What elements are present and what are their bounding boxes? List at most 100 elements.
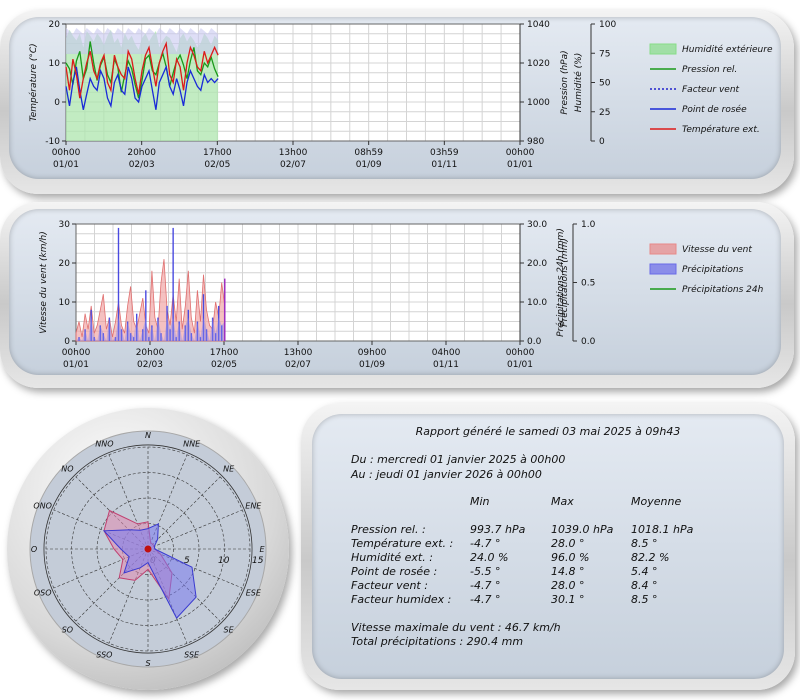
y-right1-tick-label: 20.0 [527,259,547,269]
legend-swatch [649,43,677,55]
x-tick-time: 03h59 [430,148,459,158]
legend-label: Facteur vent [682,85,740,95]
rose-direction-label: SSO [96,650,112,659]
row-min: -4.7 ° [470,593,501,606]
row-min: 993.7 hPa [470,523,526,536]
legend-label: Précipitations 24h [682,284,764,295]
rose-direction-label: OSO [34,589,52,598]
x-tick-date: 02/07 [280,160,306,170]
row-label: Humidité ext. : [351,551,433,564]
y-right1-axis-label: Pression (hPa) [560,50,570,114]
y-left-tick-label: 30 [59,220,71,230]
legend-label: Humidité extérieure [682,44,773,55]
x-tick-time: 08h59 [354,148,383,158]
legend-label: Précipitations [682,264,744,275]
y-left-tick-label: -10 [45,137,60,147]
y-right2-axis-label: Précipitations 24h (mm) [555,228,566,337]
y-right1-tick-label: 1040 [527,20,550,30]
row-min: -5.5 ° [470,565,501,578]
rose-direction-label: NE [223,464,235,473]
rose-direction-label: SO [62,626,73,635]
x-tick-time: 00h00 [506,348,535,358]
legend-label: Point de rosée [682,104,747,115]
x-tick-time: 20h00 [136,348,165,358]
rose-direction-label: N [145,431,151,440]
x-tick-date: 01/09 [356,160,382,170]
row-min: -4.7 ° [470,537,501,550]
report-title: Rapport généré le samedi 03 mai 2025 à 0… [415,425,681,438]
y-right2-tick-label: 0.0 [581,337,596,347]
row-max: 96.0 % [551,551,590,564]
report-panel-inner [312,414,784,679]
x-tick-time: 09h00 [358,348,387,358]
rose-center-dot [144,545,152,553]
x-tick-time: 00h00 [506,148,535,158]
legend-swatch [649,243,677,255]
legend-swatch [649,263,677,275]
row-label: Facteur vent : [351,579,428,592]
x-tick-date: 02/03 [129,160,155,170]
row-label: Point de rosée : [351,565,438,578]
x-tick-time: 04h00 [432,348,461,358]
y-left-axis-label: Température (°C) [28,43,39,121]
rose-direction-label: ONO [33,501,52,510]
x-tick-date: 02/05 [211,360,237,370]
header-avg: Moyenne [631,495,682,508]
x-tick-date: 02/05 [204,160,230,170]
y-left-tick-label: 10 [59,298,71,308]
report-rain-total: Total précipitations : 290.4 mm [351,635,524,648]
x-tick-date: 01/11 [431,160,457,170]
report-to: Au : jeudi 01 janvier 2026 à 00h00 [351,468,542,481]
report-from: Du : mercredi 01 janvier 2025 à 00h00 [351,453,566,466]
row-max: 30.1 ° [551,593,585,606]
row-avg: 8.5 ° [631,593,658,606]
y-right2-tick-label: 50 [599,79,611,89]
x-tick-date: 01/01 [63,360,89,370]
wind-rose: NNNENEENEEESESESSESSSOSOOSOOONONONNO0510… [29,430,267,668]
rose-series-blue [102,523,197,619]
y-left-tick-label: 0 [54,98,60,108]
y-right2-axis-label: Humidité (%) [573,53,584,112]
weather-chart-2: 0 10 20 30 Vitesse du vent (km/h) 0.0 10.0 20.0… [39,220,764,370]
rose-outer-ring [43,444,253,654]
legend-label: Température ext. [682,124,760,135]
y-right2-tick-label: 75 [599,49,610,59]
rose-direction-label: SE [224,626,235,635]
x-tick-time: 17h00 [203,148,232,158]
legend-label: Vitesse du vent [682,245,752,255]
x-tick-date: 02/03 [137,360,163,370]
header-max: Max [551,495,574,508]
rose-direction-label: O [31,545,37,554]
header-min: Min [470,495,490,508]
rose-ring-label: 5 [184,556,190,566]
rose-direction-label: SSE [184,650,200,659]
x-tick-time: 13h00 [279,148,308,158]
row-avg: 1018.1 hPa [631,523,694,536]
row-avg: 5.4 ° [631,565,658,578]
y-left-tick-label: 0 [64,337,70,347]
report: Rapport généré le samedi 03 mai 2025 à 0… [312,414,784,679]
row-avg: 8.5 ° [631,537,658,550]
x-tick-time: 20h00 [127,148,156,158]
rose-direction-label: NNE [183,440,201,449]
row-label: Facteur humidex : [351,593,452,606]
rose-direction-label: NNO [95,440,113,449]
y-left-tick-label: 20 [49,20,61,30]
x-tick-time: 13h00 [284,348,313,358]
x-tick-date: 01/01 [53,160,79,170]
rose-ring-label: 15 [252,556,264,566]
row-label: Pression rel. : [351,523,426,536]
y-right1-tick-label: 980 [527,137,544,147]
row-max: 14.8 ° [551,565,585,578]
row-label: Température ext. : [351,537,454,550]
rose-direction-label: S [145,659,150,668]
y-right2-tick-label: 1.0 [581,220,596,230]
series-dewpoint-line [65,64,219,110]
row-min: -4.7 ° [470,579,501,592]
rose-direction-label: ENE [245,501,262,510]
x-tick-date: 02/07 [285,360,311,370]
row-max: 28.0 ° [551,579,585,592]
x-tick-date: 01/11 [433,360,459,370]
y-right1-tick-label: 30.0 [527,220,547,230]
